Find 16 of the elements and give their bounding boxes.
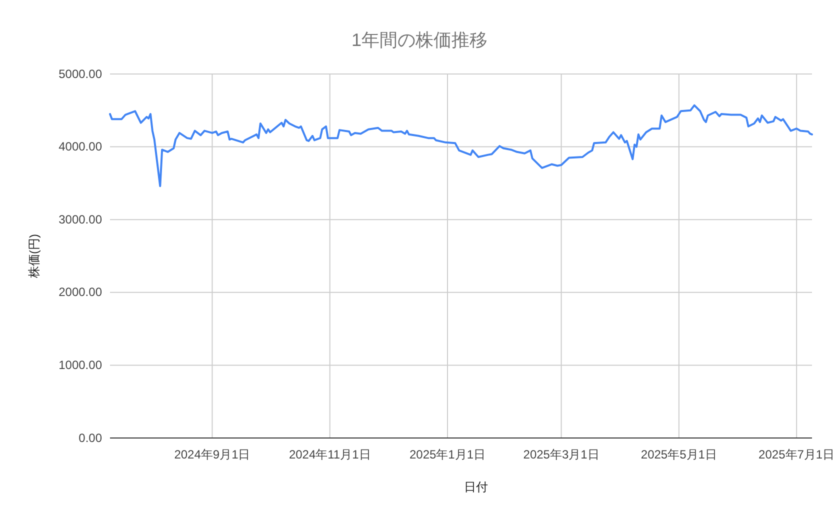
line-series [109,104,813,188]
x-tick-label: 2024年9月1日 [174,448,250,462]
y-axis-title: 株価(円) [27,234,41,279]
y-tick-label: 2000.00 [58,285,102,300]
y-tick-label: 0.00 [78,430,102,445]
x-tick-label: 2025年7月1日 [758,448,835,462]
x-axis-title: 日付 [464,480,488,494]
chart-title: 1年間の株価推移 [351,30,488,50]
x-tick-label: 2025年1月1日 [409,448,486,462]
y-tick-label: 5000.00 [58,66,102,81]
y-tick-label: 4000.00 [58,140,102,154]
x-tick-label: 2025年3月1日 [523,448,600,462]
x-tick-label: 2024年11月1日 [288,448,371,462]
y-tick-label: 1000.00 [58,358,102,372]
x-tick-label: 2025年5月1日 [640,448,717,462]
y-tick-label: 3000.00 [58,212,102,226]
